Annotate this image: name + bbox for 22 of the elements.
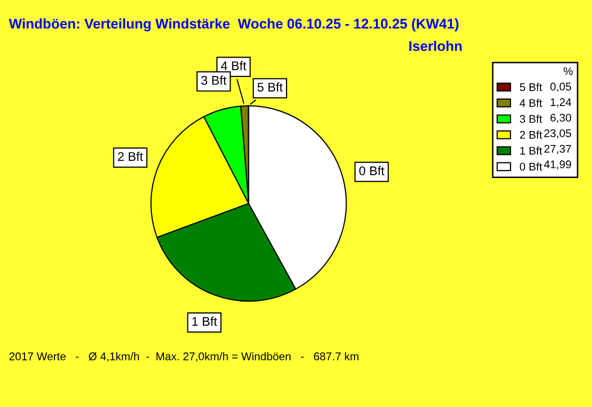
slice-label: 4 Bft (220, 61, 246, 70)
legend-label: 4 Bft (520, 98, 542, 107)
text: 2017 Werte - Ø 4,1km/h - Max. 27,0km/h = Windböen - 687.7 km (9, 352, 358, 362)
legend-title: % (564, 67, 573, 76)
slice-label: 3 Bft (201, 76, 226, 85)
data-label: 27,37 (544, 144, 572, 154)
legend-label: 5 Bft (520, 82, 542, 92)
chart-title: Windböen: Verteilung Windstärke Woche 06.10.25 - 12.10.25 (KW41) (8, 18, 458, 32)
data-label: 23,05 (544, 129, 572, 138)
slice-label: 5 Bft (258, 82, 283, 92)
data-label: 0,05 (550, 82, 572, 92)
chart-subtitle: Iserlohn (409, 40, 462, 52)
data-label: 6,30 (550, 114, 572, 123)
data-label: 1,24 (550, 98, 572, 108)
slice-label: 0 Bft (359, 166, 384, 176)
legend-label: 2 Bft (520, 130, 542, 139)
legend-label: 0 Bft (520, 162, 542, 171)
legend-label: 1 Bft (520, 146, 542, 155)
legend-label: 3 Bft (520, 114, 542, 123)
data-label: 41,99 (544, 160, 572, 170)
slice-label: 1 Bft (192, 316, 218, 326)
slice-label: 2 Bft (118, 152, 143, 161)
